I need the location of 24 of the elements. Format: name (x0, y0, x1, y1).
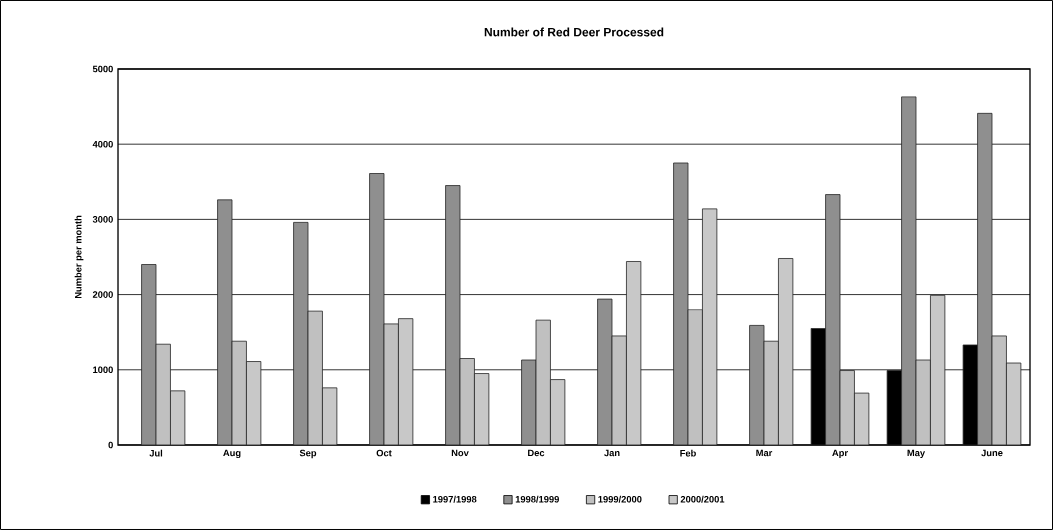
y-tick-label: 2000 (92, 291, 113, 298)
x-tick-label: Jul (149, 449, 163, 457)
legend-label: 1997/1998 (433, 495, 477, 503)
x-tick-label: Mar (756, 449, 773, 457)
x-tick-label: Aug (223, 449, 241, 459)
legend-label: 2000/2001 (680, 495, 725, 503)
y-tick-label: 5000 (92, 65, 113, 73)
y-tick-label: 0 (108, 441, 113, 449)
chart-title: Number of Red Deer Processed (484, 27, 664, 37)
x-tick-label: Jan (604, 449, 620, 457)
x-tick-label: Nov (451, 449, 469, 457)
x-tick-label: Oct (376, 449, 392, 457)
y-tick-label: 4000 (92, 140, 113, 148)
x-tick-label: June (981, 449, 1003, 457)
x-tick-label: Apr (832, 449, 848, 459)
y-axis-title: Number per month (74, 215, 84, 299)
legend-label: 1998/1999 (515, 495, 559, 503)
y-tick-label: 1000 (93, 366, 113, 374)
x-tick-label: Feb (680, 449, 696, 457)
legend-label: 1999/2000 (598, 495, 642, 503)
x-tick-label: Sep (299, 449, 317, 459)
x-tick-label: Dec (528, 449, 545, 457)
x-tick-label: May (907, 449, 926, 459)
y-tick-label: 3000 (92, 216, 113, 223)
